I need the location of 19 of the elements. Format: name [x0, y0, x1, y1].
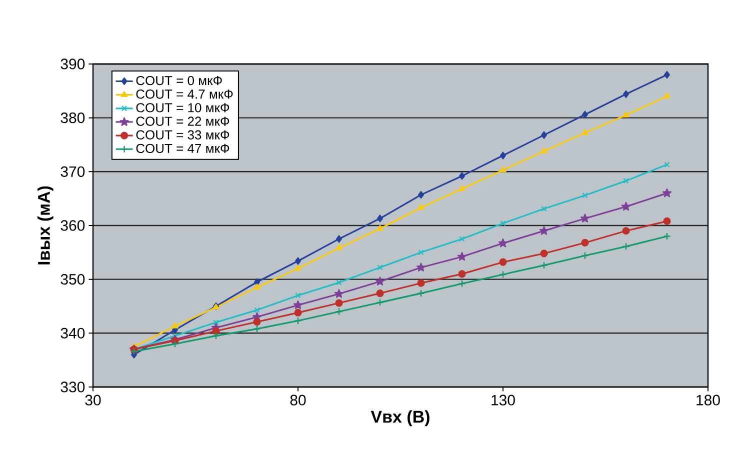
- legend-label: COUT = 10 мкФ: [136, 103, 230, 112]
- legend-label: COUT = 47 мкФ: [136, 144, 230, 154]
- y-tick-label: 390: [60, 58, 85, 70]
- y-tick-label: 340: [60, 328, 85, 338]
- y-tick-label: 380: [60, 112, 85, 124]
- y-axis-title: Iвых (мА): [37, 186, 54, 264]
- x-axis-title: Vвх (В): [370, 410, 430, 426]
- legend-label: COUT = 33 мкФ: [136, 130, 230, 140]
- legend-label: COUT = 0 мкФ: [136, 76, 222, 86]
- legend-label: COUT = 4.7 мкФ: [136, 90, 233, 99]
- y-tick-label: 330: [60, 382, 85, 392]
- x-tick-label: 180: [696, 394, 720, 406]
- x-tick-label: 80: [290, 394, 306, 406]
- legend-label: COUT = 22 мкФ: [136, 116, 230, 126]
- y-tick-label: 360: [60, 220, 85, 231]
- x-tick-label: 130: [492, 394, 515, 406]
- x-tick-label: 30: [85, 394, 101, 406]
- y-tick-label: 370: [60, 166, 85, 177]
- y-tick-label: 350: [60, 274, 85, 285]
